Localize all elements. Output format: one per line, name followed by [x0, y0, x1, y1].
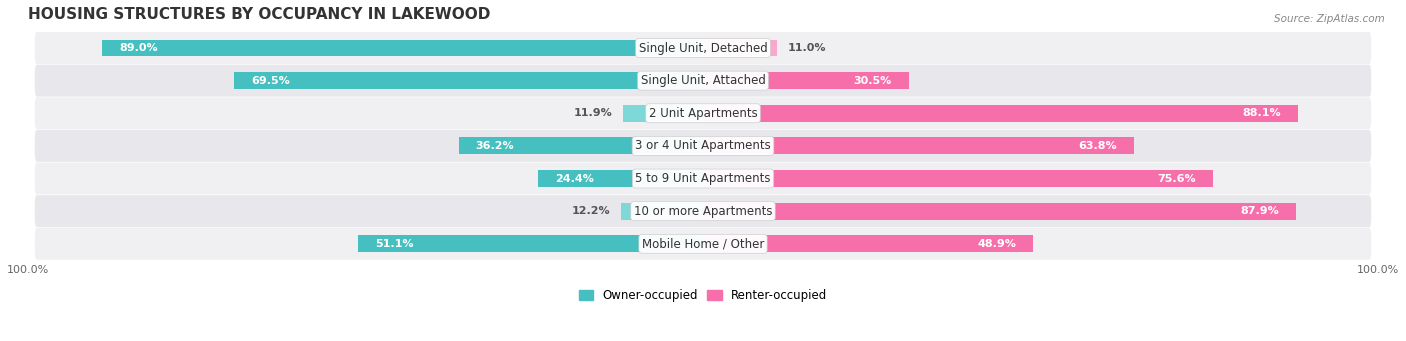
FancyBboxPatch shape — [35, 195, 1371, 227]
Text: 24.4%: 24.4% — [555, 174, 595, 183]
Text: 89.0%: 89.0% — [120, 43, 157, 53]
Text: Mobile Home / Other: Mobile Home / Other — [641, 237, 765, 250]
FancyBboxPatch shape — [35, 228, 1371, 260]
Bar — [703, 40, 778, 57]
Text: 75.6%: 75.6% — [1157, 174, 1197, 183]
Text: 11.0%: 11.0% — [787, 43, 825, 53]
Text: 5 to 9 Unit Apartments: 5 to 9 Unit Apartments — [636, 172, 770, 185]
Bar — [703, 170, 1213, 187]
Text: 11.9%: 11.9% — [574, 108, 613, 118]
Text: 3 or 4 Unit Apartments: 3 or 4 Unit Apartments — [636, 139, 770, 152]
FancyBboxPatch shape — [35, 32, 1371, 64]
FancyBboxPatch shape — [35, 97, 1371, 129]
Bar — [703, 105, 1298, 122]
Text: 69.5%: 69.5% — [250, 76, 290, 86]
Text: 36.2%: 36.2% — [475, 141, 515, 151]
Text: 51.1%: 51.1% — [375, 239, 413, 249]
Bar — [623, 105, 703, 122]
Bar — [703, 203, 1296, 220]
Text: Single Unit, Attached: Single Unit, Attached — [641, 74, 765, 87]
FancyBboxPatch shape — [35, 163, 1371, 194]
Bar — [359, 235, 703, 252]
Text: HOUSING STRUCTURES BY OCCUPANCY IN LAKEWOOD: HOUSING STRUCTURES BY OCCUPANCY IN LAKEW… — [28, 7, 491, 22]
Legend: Owner-occupied, Renter-occupied: Owner-occupied, Renter-occupied — [574, 284, 832, 307]
Text: 87.9%: 87.9% — [1240, 206, 1279, 216]
Text: 10 or more Apartments: 10 or more Apartments — [634, 205, 772, 218]
Text: 12.2%: 12.2% — [572, 206, 610, 216]
Text: 48.9%: 48.9% — [977, 239, 1017, 249]
FancyBboxPatch shape — [35, 65, 1371, 97]
Text: 30.5%: 30.5% — [853, 76, 891, 86]
Bar — [620, 203, 703, 220]
Bar — [703, 235, 1033, 252]
Text: 63.8%: 63.8% — [1078, 141, 1116, 151]
Bar — [458, 137, 703, 154]
Text: 2 Unit Apartments: 2 Unit Apartments — [648, 107, 758, 120]
Bar — [703, 72, 908, 89]
FancyBboxPatch shape — [35, 130, 1371, 162]
Text: Source: ZipAtlas.com: Source: ZipAtlas.com — [1274, 14, 1385, 24]
Text: Single Unit, Detached: Single Unit, Detached — [638, 42, 768, 55]
Bar — [233, 72, 703, 89]
Text: 88.1%: 88.1% — [1241, 108, 1281, 118]
Bar — [538, 170, 703, 187]
Bar — [703, 137, 1133, 154]
Bar — [103, 40, 703, 57]
